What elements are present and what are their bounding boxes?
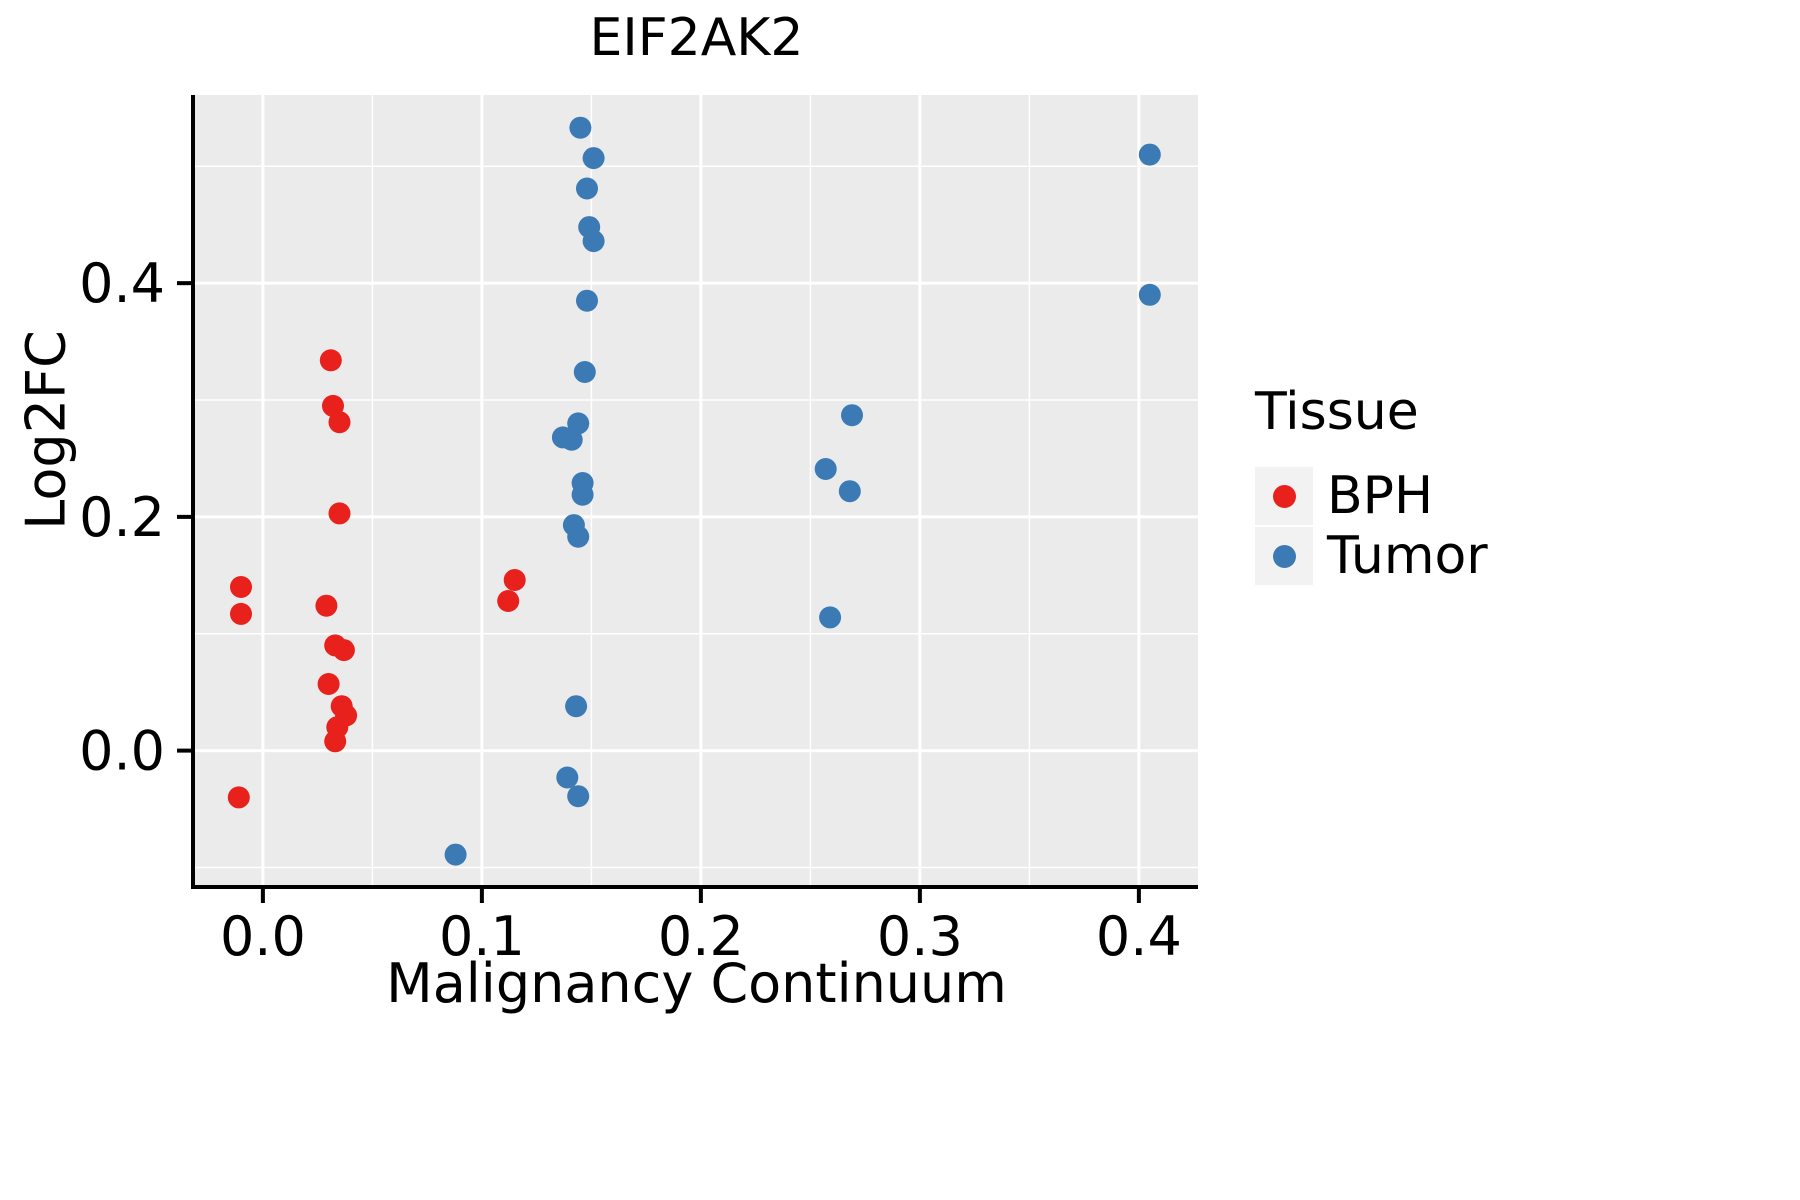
svg-text:0.2: 0.2 [658,905,744,968]
legend-item-label-tumor: Tumor [1327,526,1488,586]
legend-item-label-bph: BPH [1327,466,1434,526]
legend-title: Tissue [1255,382,1419,442]
svg-text:0.4: 0.4 [1096,905,1182,968]
svg-text:0.2: 0.2 [79,486,165,549]
y-axis-label: Log2FC [14,330,78,530]
tumor-dot-icon [1272,544,1296,568]
chart-title: EIF2AK2 [589,8,804,68]
bph-dot-icon [1272,484,1296,508]
legend-key-tumor [1255,527,1313,585]
x-axis-label: Malignancy Continuum [386,952,1007,1015]
legend: Tissue BPH Tumor [1255,382,1488,586]
legend-item-bph: BPH [1255,466,1488,526]
legend-item-tumor: Tumor [1255,526,1488,586]
svg-text:0.4: 0.4 [79,252,165,315]
svg-text:0.1: 0.1 [439,905,525,968]
svg-text:0.0: 0.0 [79,720,165,783]
svg-text:0.0: 0.0 [220,905,306,968]
svg-text:0.3: 0.3 [877,905,963,968]
legend-key-bph [1255,467,1313,525]
